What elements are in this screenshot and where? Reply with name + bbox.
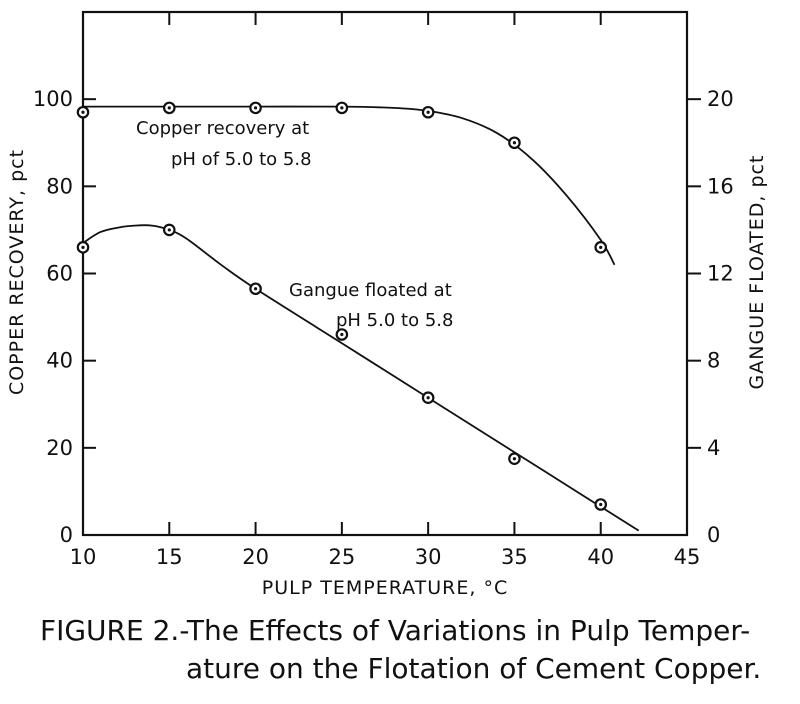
right-y-tick-label: 16 [707, 174, 734, 198]
copper-recovery-point-center [81, 110, 85, 114]
x-tick-label: 25 [328, 545, 355, 569]
x-tick-label: 30 [415, 545, 442, 569]
right-y-tick-label: 12 [707, 262, 734, 286]
copper-annotation-line1: Copper recovery at [136, 118, 309, 139]
gangue-annotation-line2: pH 5.0 to 5.8 [336, 310, 453, 331]
x-tick-label: 40 [587, 545, 614, 569]
x-tick-label: 20 [242, 545, 269, 569]
figure-caption: FIGURE 2.-The Effects of Variations in P… [40, 612, 780, 688]
left-y-tick-label: 60 [46, 262, 73, 286]
left-y-tick-label: 80 [46, 174, 73, 198]
caption-line-2: ature on the Flotation of Cement Copper. [186, 652, 762, 685]
copper-recovery-point-center [599, 245, 603, 249]
right-y-tick-label: 8 [707, 349, 720, 373]
gangue-annotation-line1: Gangue floated at [289, 280, 452, 301]
plot-frame [81, 10, 689, 537]
x-tick-label: 15 [156, 545, 183, 569]
x-tick-label: 10 [70, 545, 97, 569]
right-y-tick-label: 4 [707, 436, 720, 460]
left-y-axis-title: COPPER RECOVERY, pct [6, 149, 28, 395]
axis-ticks [83, 12, 701, 535]
x-tick-label: 45 [674, 545, 701, 569]
gangue-floated-point-center [167, 228, 171, 232]
gangue-floated-point-center [253, 287, 258, 291]
x-tick-label: 35 [501, 545, 528, 569]
copper-recovery-point-center [167, 106, 171, 110]
x-axis-title: PULP TEMPERATURE, °C [262, 577, 508, 599]
gangue-floated-point-center [512, 457, 517, 461]
left-y-tick-label: 0 [60, 523, 73, 547]
copper-recovery-point-center [340, 106, 344, 110]
copper-recovery-point-center [512, 141, 517, 145]
gangue-floated-curve [82, 224, 640, 532]
left-y-tick-label: 40 [46, 349, 73, 373]
right-y-axis-title: GANGUE FLOATED, pct [746, 155, 768, 390]
caption-line-1: FIGURE 2.-The Effects of Variations in P… [40, 614, 751, 647]
gangue-floated-point-center [340, 332, 344, 337]
right-y-tick-label: 20 [707, 87, 734, 111]
gangue-floated-point-center [599, 502, 603, 507]
copper-recovery-point-center [253, 106, 258, 110]
right-y-tick-label: 0 [707, 523, 720, 547]
left-y-tick-label: 20 [46, 436, 73, 460]
left-y-tick-label: 100 [33, 87, 73, 111]
gangue-floated-point-center [426, 396, 430, 400]
gangue-floated-point-center [81, 245, 85, 249]
series-points [76, 101, 608, 511]
copper-annotation-line2: pH of 5.0 to 5.8 [171, 149, 312, 170]
copper-recovery-point-center [426, 110, 430, 114]
